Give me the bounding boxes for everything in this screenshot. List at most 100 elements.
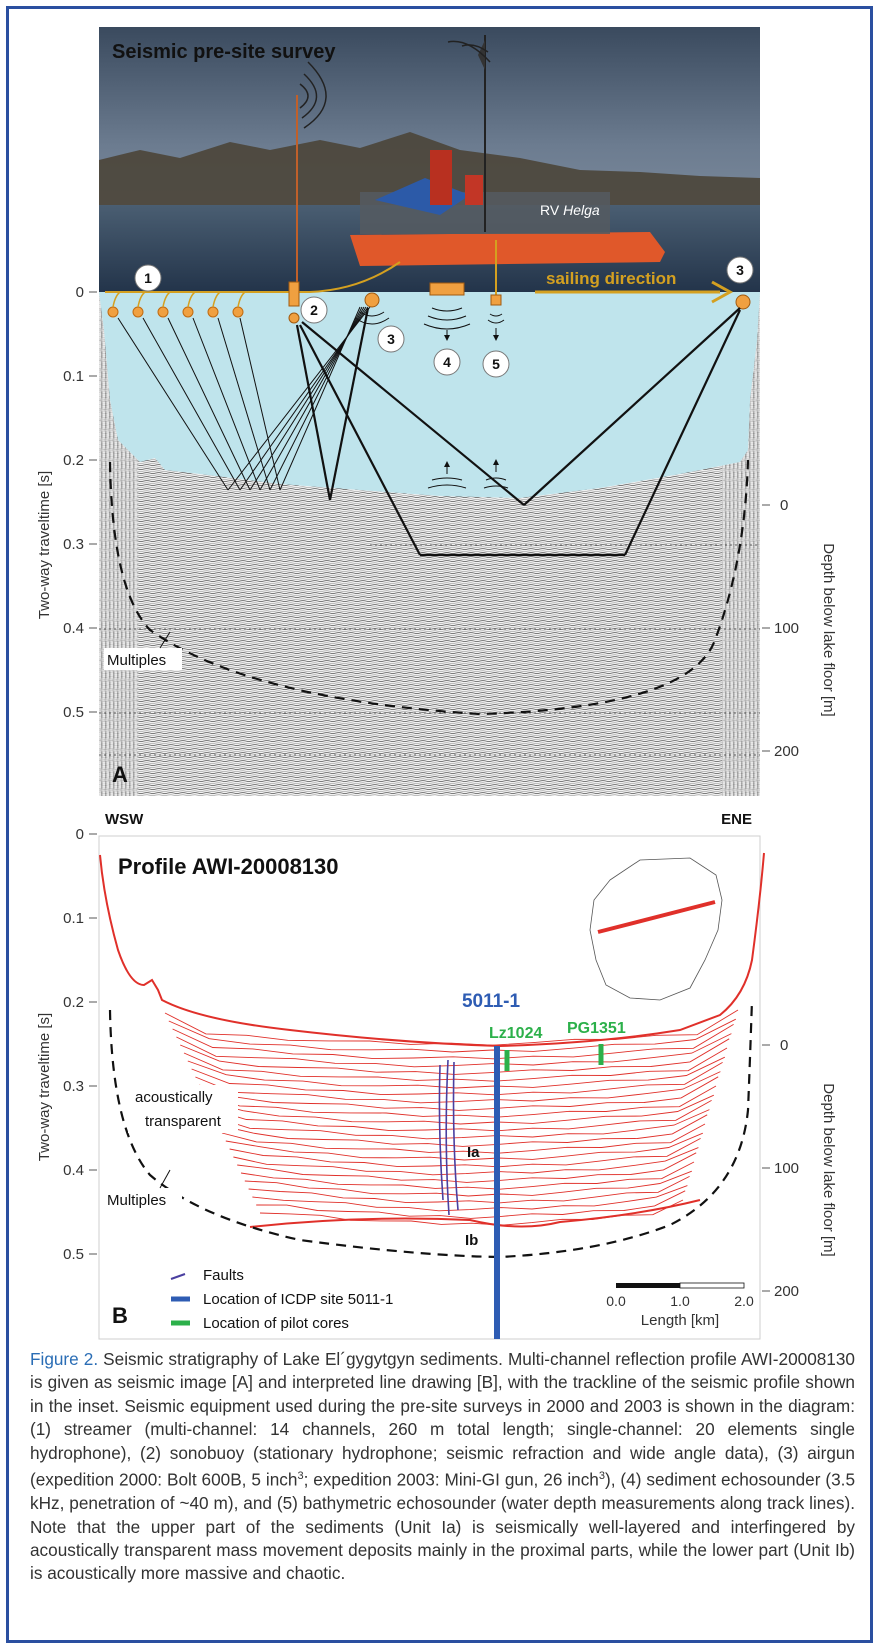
b-ytick-1: 0.1 [63,910,84,927]
scale-tick-1: 1.0 [670,1293,690,1309]
water-column [99,292,760,498]
reflector-line [195,1071,721,1104]
unit-ib-label: Ib [465,1232,478,1249]
reflector-line [252,1185,688,1212]
legend-faults: Faults [203,1267,244,1284]
reflector-line [164,1009,739,1046]
caption-text-3: ), (4) sediment echosounder (3.5 kHz, pe… [30,1469,855,1584]
direction-ene: ENE [721,811,752,828]
panel-a-letter: A [112,762,128,787]
echosounder-5 [490,294,502,306]
legend: Faults Location of ICDP site 5011-1 Loca… [170,1267,393,1332]
core-label-pg1351: PG1351 [567,1020,626,1037]
legend-pilot: Location of pilot cores [203,1315,349,1332]
b-depth-tick-0: 0 [780,1037,788,1054]
reflector-line [233,1147,699,1176]
a-ytick-4: 0.4 [63,620,84,637]
reflector-line [218,1114,708,1147]
direction-wsw: WSW [105,811,144,828]
survey-photo: Seismic pre-site survey RV Helga [99,27,760,292]
a-depth-axis-label: Depth below lake floor [m] [820,543,837,716]
caption-figure-label: Figure 2. [30,1349,99,1369]
b-ytick-4: 0.4 [63,1162,84,1179]
reflector-line [180,1038,730,1075]
marker-5: 5 [492,356,500,372]
acoustic-label-2: transparent [145,1113,222,1130]
airgun [364,292,380,308]
sonobuoy [288,281,300,307]
acoustic-label-1: acoustically [135,1089,213,1106]
a-depth-tick-200: 200 [774,743,799,760]
reflector-line [172,1024,734,1060]
b-depth-axis-label: Depth below lake floor [m] [820,1083,837,1256]
scale-tick-2: 2.0 [734,1293,754,1309]
reflector-line [199,1076,719,1111]
lake-floor-reflector [99,852,765,1048]
panel-b-letter: B [112,1303,128,1328]
reflector-line [256,1190,686,1219]
figure-graphic: Seismic pre-site survey RV Helga [36,27,837,1340]
marker-3: 3 [387,331,395,347]
reflector-line [237,1152,697,1183]
reflector-line [183,1047,728,1082]
inset-trackline [597,900,716,934]
caption-sup-1: 3 [297,1470,304,1483]
reflector-line [191,1062,723,1096]
panel-a: Seismic pre-site survey RV Helga [36,27,837,796]
sediment-reflectors [164,1009,739,1226]
reflector-line [210,1100,712,1132]
reflector-line [221,1123,706,1154]
faults [438,1059,459,1216]
b-ytick-0: 0 [76,826,84,843]
b-ytick-2: 0.2 [63,994,84,1011]
marker-2: 2 [310,302,318,318]
b-ytick-5: 0.5 [63,1246,84,1263]
panel-b-title: Profile AWI-20008130 [118,854,339,879]
multiples-label-a: Multiples [107,652,166,669]
marker-1: 1 [144,270,152,286]
reflector-line [248,1175,690,1204]
reflector-line [202,1085,717,1118]
a-depth-tick-100: 100 [774,620,799,637]
b-ytick-3: 0.3 [63,1078,84,1095]
a-ytick-0: 0 [76,284,84,301]
a-ytick-2: 0.2 [63,452,84,469]
reflector-line [225,1132,703,1161]
sailing-direction-label: sailing direction [546,269,676,288]
legend-icdp: Location of ICDP site 5011-1 [203,1291,393,1308]
ray-paths [117,306,371,491]
reflector-line [214,1109,710,1140]
site-label: 5011-1 [462,991,521,1012]
reflector-line [240,1161,695,1190]
caption-text-1: Seismic stratigraphy of Lake El´gygytgyn… [30,1349,855,1490]
unit-ia-label: Ia [467,1144,480,1161]
marker-3b: 3 [736,262,744,278]
scale-bar: 0.0 1.0 2.0 Length [km] [606,1282,754,1329]
echosounder-4 [429,282,465,296]
b-depth-tick-200: 200 [774,1283,799,1300]
figure-frame [6,6,873,1643]
reflector-line [187,1056,725,1089]
core-label-lz1024: Lz1024 [489,1025,542,1042]
caption-text-2: ; expedition 2003: Mini-GI gun, 26 inch [303,1469,599,1490]
panel-b: Profile AWI-20008130 5011-1 Lz1024 PG135… [36,826,837,1340]
b-y-axis-label: Two-way traveltime [s] [36,1013,53,1161]
reflector-line [168,1018,737,1053]
figure-caption: Figure 2. Seismic stratigraphy of Lake E… [30,1348,855,1586]
b-depth-tick-100: 100 [774,1160,799,1177]
a-ytick-1: 0.1 [63,368,84,385]
inset-map [589,857,723,1001]
a-ytick-5: 0.5 [63,704,84,721]
a-y-axis-label: Two-way traveltime [s] [36,471,53,619]
multiples-line-a [108,459,750,716]
reflector-line [229,1138,701,1168]
a-ytick-3: 0.3 [63,536,84,553]
caption-sup-2: 3 [598,1470,605,1483]
scale-label: Length [km] [641,1312,719,1329]
reflector-line [244,1170,692,1197]
scale-tick-0: 0.0 [606,1293,626,1309]
streamer-hydrophones [107,306,244,318]
a-depth-tick-0: 0 [780,497,788,514]
boat-label: RV Helga [540,202,600,218]
reflector-line [206,1094,714,1125]
